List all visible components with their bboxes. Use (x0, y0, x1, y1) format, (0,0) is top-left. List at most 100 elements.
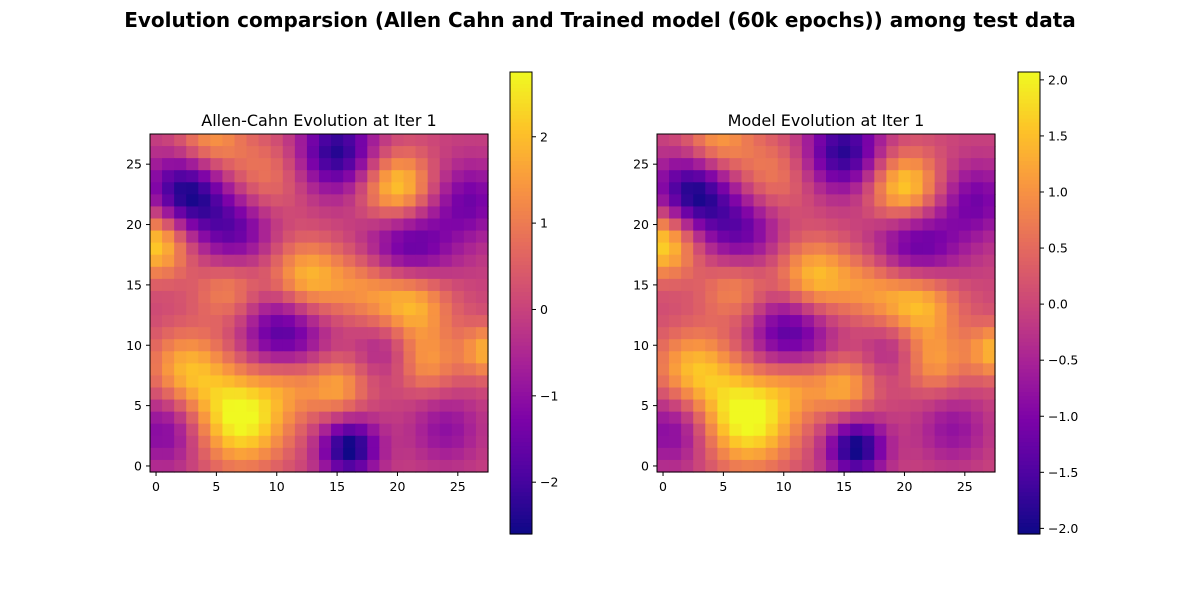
heatmap-cell (282, 399, 296, 413)
heatmap-cell (463, 351, 477, 364)
heatmap-cell (970, 339, 984, 352)
heatmap-cell (741, 411, 755, 425)
heatmap-cell (319, 158, 332, 171)
heatmap-cell (198, 375, 211, 389)
heatmap-cell (186, 182, 199, 195)
heatmap-cell (415, 254, 429, 268)
heatmap-cell (813, 266, 827, 280)
heatmap-cell (403, 218, 417, 232)
heatmap-cell (693, 327, 706, 340)
heatmap-cell (898, 134, 912, 147)
heatmap-cell (198, 447, 211, 461)
heatmap-cell (355, 170, 368, 183)
heatmap-cell (427, 435, 441, 449)
colorbar-segment (1018, 179, 1040, 185)
heatmap-cell (427, 339, 441, 352)
heatmap-cell (294, 230, 308, 244)
heatmap-cell (475, 158, 489, 171)
heatmap-cell (657, 242, 670, 256)
heatmap-cell (427, 146, 441, 159)
heatmap-cell (403, 375, 417, 389)
heatmap-cell (391, 158, 405, 171)
heatmap-cell (367, 134, 380, 147)
colorbar-segment (510, 530, 532, 535)
colorbar-segment (510, 83, 532, 88)
heatmap-cell (270, 435, 284, 449)
heatmap-cell (415, 303, 429, 316)
heatmap-cell (391, 266, 405, 280)
heatmap-cell (427, 182, 441, 195)
heatmap-cell (958, 134, 972, 147)
colorbar-segment (1018, 445, 1040, 450)
heatmap-cell (741, 230, 755, 244)
heatmap-cell (934, 375, 948, 389)
heatmap-cell (198, 206, 211, 220)
heatmap-cell (162, 339, 175, 352)
heatmap-cell (693, 363, 706, 377)
heatmap-cell (186, 146, 199, 159)
heatmap-cell (898, 170, 912, 183)
heatmap-cell (150, 290, 163, 304)
heatmap-cell (657, 206, 670, 220)
colorbar-segment (1018, 491, 1040, 497)
heatmap-cell (946, 206, 960, 220)
heatmap-cell (753, 411, 767, 425)
heatmap-cell (910, 435, 924, 449)
heatmap-cell (427, 303, 441, 316)
heatmap-cell (355, 146, 368, 159)
heatmap-cell (234, 230, 248, 244)
heatmap-cell (331, 254, 344, 268)
heatmap-cell (765, 363, 779, 377)
heatmap-cell (475, 266, 489, 280)
heatmap-cell (451, 158, 465, 171)
colorbar-segment (1018, 468, 1040, 473)
colorbar-segment (1018, 195, 1040, 200)
heatmap-cell (319, 315, 332, 328)
heatmap-cell (982, 411, 996, 425)
heatmap-cell (331, 266, 344, 280)
colorbar-segment (510, 106, 532, 112)
heatmap-cell (789, 315, 803, 328)
heatmap-cell (741, 327, 755, 340)
heatmap-cell (934, 315, 948, 328)
heatmap-cell (753, 254, 767, 268)
heatmap-cell (717, 218, 731, 232)
heatmap-cell (427, 423, 441, 437)
colorbar-segment (510, 72, 532, 77)
heatmap-cell (174, 206, 187, 220)
heatmap-cell (355, 423, 368, 437)
heatmap-cell (439, 218, 453, 232)
heatmap-cell (705, 339, 718, 352)
heatmap-cell (234, 375, 248, 389)
heatmap-cell (910, 290, 924, 304)
heatmap-cell (222, 242, 236, 256)
heatmap-cell (765, 182, 779, 195)
heatmap-cell (801, 134, 815, 147)
heatmap-cell (367, 447, 380, 461)
heatmap-cell (681, 182, 694, 195)
heatmap-cell (391, 435, 405, 449)
heatmap-cell (922, 278, 936, 292)
heatmap-cell (174, 303, 187, 316)
heatmap-cell (886, 411, 900, 425)
heatmap-cell (162, 194, 175, 208)
colorbar-segment (1018, 249, 1040, 254)
heatmap-cell (970, 387, 984, 401)
heatmap-cell (306, 290, 320, 304)
heatmap-cell (765, 230, 779, 244)
heatmap-cell (753, 375, 767, 389)
colorbar-segment (1018, 229, 1040, 235)
heatmap-cell (741, 290, 755, 304)
heatmap-cell (379, 327, 393, 340)
heatmap-cell (258, 411, 272, 425)
heatmap-cell (693, 230, 706, 244)
heatmap-cell (150, 315, 163, 328)
heatmap-cell (427, 351, 441, 364)
heatmap-cell (391, 170, 405, 183)
heatmap-cell (789, 182, 803, 195)
heatmap-cell (451, 315, 465, 328)
heatmap-cell (765, 194, 779, 208)
heatmap-cell (270, 327, 284, 340)
heatmap-cell (970, 351, 984, 364)
heatmap-cell (415, 435, 429, 449)
